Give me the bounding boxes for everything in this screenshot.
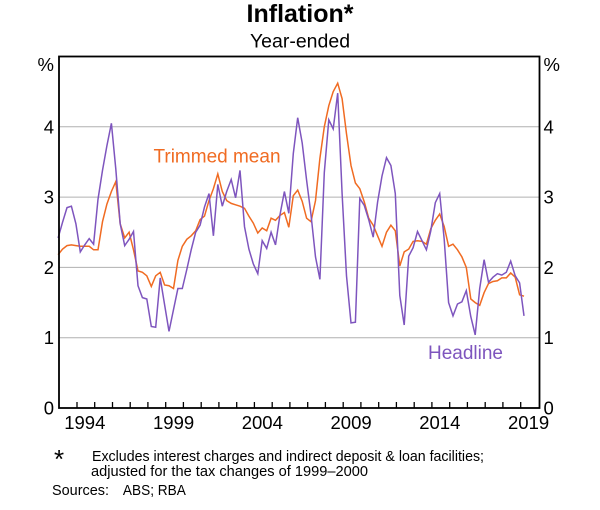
svg-text:Year-ended: Year-ended (250, 30, 350, 52)
svg-text:2014: 2014 (419, 412, 460, 433)
svg-text:%: % (544, 54, 560, 75)
svg-text:Sources:: Sources: (52, 482, 109, 499)
svg-text:2009: 2009 (331, 412, 372, 433)
svg-text:Trimmed mean: Trimmed mean (153, 147, 280, 168)
svg-text:Excludes interest charges and: Excludes interest charges and indirect d… (92, 448, 484, 465)
svg-text:1: 1 (544, 327, 554, 348)
svg-text:4: 4 (44, 116, 54, 137)
svg-text:ABS; RBA: ABS; RBA (123, 482, 186, 499)
svg-text:2: 2 (544, 257, 554, 278)
svg-text:4: 4 (544, 116, 554, 137)
svg-text:1: 1 (44, 327, 54, 348)
svg-text:2: 2 (44, 257, 54, 278)
svg-text:1994: 1994 (64, 412, 105, 433)
svg-text:2004: 2004 (242, 412, 283, 433)
svg-text:0: 0 (544, 398, 554, 419)
svg-text:%: % (38, 54, 54, 75)
svg-text:1999: 1999 (153, 412, 194, 433)
svg-text:3: 3 (44, 187, 54, 208)
svg-text:2019: 2019 (508, 412, 549, 433)
svg-text:0: 0 (44, 398, 54, 419)
svg-text:3: 3 (544, 187, 554, 208)
svg-text:Headline: Headline (428, 343, 503, 364)
svg-text:*: * (54, 444, 64, 474)
svg-text:Inflation*: Inflation* (247, 0, 354, 28)
svg-text:adjusted for the tax changes o: adjusted for the tax changes of 1999–200… (91, 463, 368, 480)
